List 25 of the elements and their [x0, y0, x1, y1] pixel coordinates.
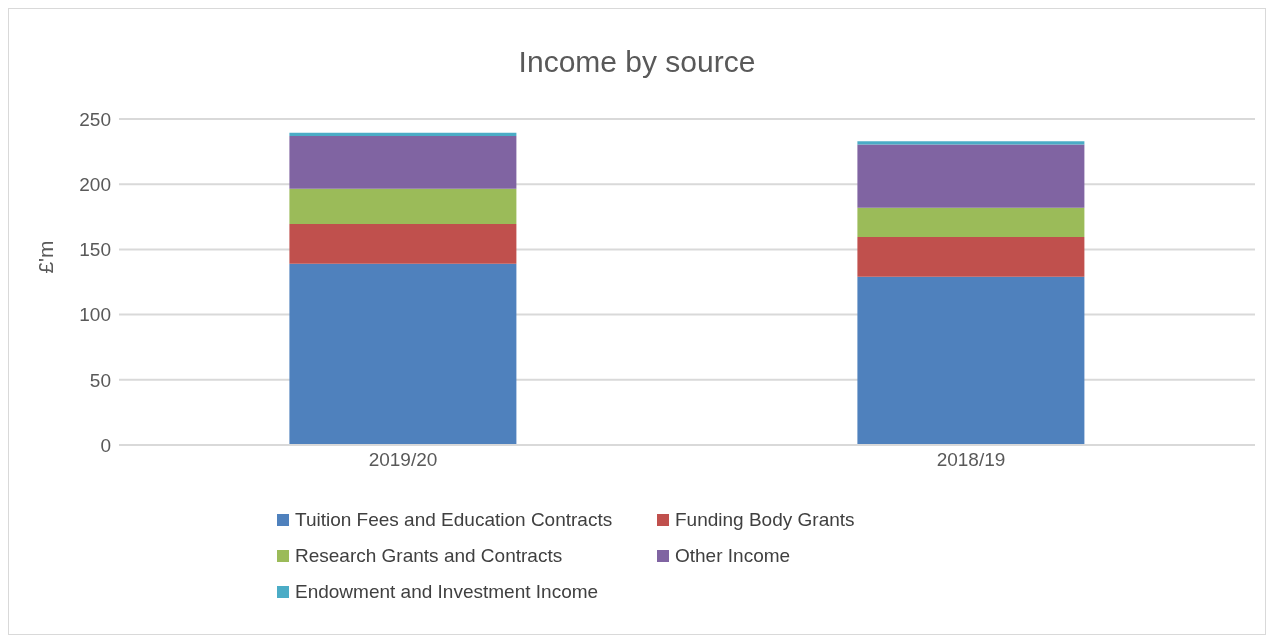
- x-tick-label: 2018/19: [936, 449, 1006, 471]
- legend-label: Funding Body Grants: [675, 509, 855, 531]
- bar: [857, 237, 1085, 277]
- bar: [857, 276, 1085, 445]
- bar: [857, 207, 1085, 238]
- y-tick-label: 150: [79, 239, 111, 261]
- bar: [289, 263, 517, 445]
- legend-label: Endowment and Investment Income: [295, 581, 599, 603]
- bar: [289, 223, 517, 264]
- bar: [857, 141, 1085, 145]
- bar: [857, 144, 1085, 208]
- x-tick-label: 2019/20: [368, 449, 438, 471]
- bar: [289, 188, 517, 224]
- bar: [289, 135, 517, 189]
- y-axis-title: £'m: [33, 240, 58, 274]
- legend-label: Other Income: [675, 545, 791, 567]
- y-tick-label: 50: [89, 369, 111, 391]
- chart-title: Income by source: [517, 44, 757, 80]
- bar: [289, 132, 517, 136]
- legend-label: Tuition Fees and Education Contracts: [295, 509, 613, 531]
- y-tick-label: 0: [100, 434, 111, 456]
- y-tick-label: 100: [79, 304, 111, 326]
- legend-label: Research Grants and Contracts: [295, 545, 563, 567]
- y-tick-label: 250: [79, 108, 111, 130]
- y-tick-label: 200: [79, 173, 111, 195]
